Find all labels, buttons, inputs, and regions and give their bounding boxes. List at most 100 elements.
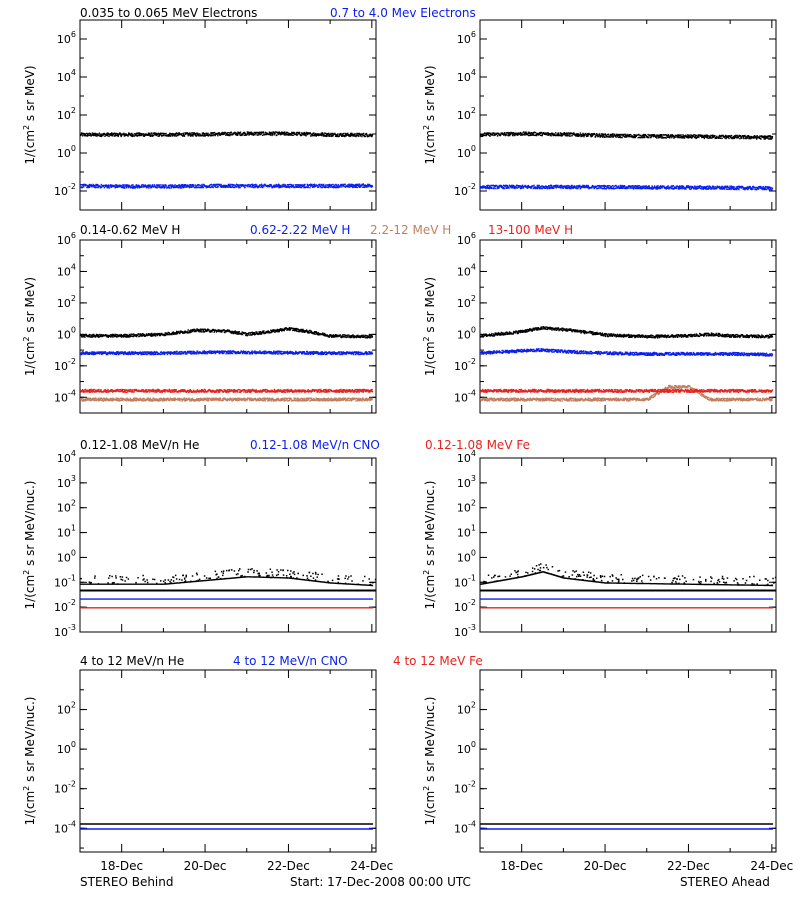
y-tick-label: 106 [457, 231, 476, 247]
y-tick-label: 101 [57, 524, 76, 540]
y-axis-title: 1/(cm2 s sr MeV) [422, 65, 437, 164]
series-blue [80, 828, 374, 830]
panel-protons-behind-frame [79, 239, 377, 414]
panel-heavy-high-behind-frame [79, 669, 377, 853]
row-4-label-2: 4 to 12 MeV/n CNO [233, 654, 348, 668]
y-tick-label: 101 [457, 524, 476, 540]
x-tick-label: 22-Dec [267, 859, 310, 873]
row-2-label-2: 0.62-2.22 MeV H [250, 223, 350, 237]
y-tick-label: 100 [457, 144, 476, 160]
x-tick-label: 22-Dec [667, 859, 710, 873]
series-black [480, 326, 774, 339]
panel-electrons-ahead: 106 104 102 100 10-2 1/(cm2 s sr MeV) [422, 19, 777, 211]
series-black-points [80, 823, 374, 825]
y-tick-label: 104 [57, 262, 76, 278]
series-blue [480, 184, 774, 191]
series-black-points [80, 576, 374, 587]
row-2-label-1: 0.14-0.62 MeV H [80, 223, 180, 237]
y-tick-label: 10-2 [54, 182, 76, 198]
series-black-points [480, 571, 774, 587]
y-tick-label: 100 [57, 740, 76, 756]
y-tick-label: 10-4 [454, 819, 476, 835]
y-axis-title: 1/(cm2 s sr MeV) [422, 277, 437, 376]
y-tick-label: 10-2 [454, 182, 476, 198]
series-tan [480, 384, 774, 402]
series-red [80, 388, 374, 393]
series-black [480, 563, 776, 587]
series-blue-points [80, 828, 374, 830]
y-axis-title: 1/(cm2 s sr MeV) [22, 65, 37, 164]
footer: STEREO Behind Start: 17-Dec-2008 00:00 U… [80, 875, 770, 889]
y-tick-label: 10-4 [54, 388, 76, 404]
y-tick-label: 100 [457, 548, 476, 564]
x-tick-label: 24-Dec [350, 859, 393, 873]
panel-heavy-low-ahead-frame [479, 457, 777, 633]
y-tick-label: 106 [457, 30, 476, 46]
x-tick-label: 18-Dec [100, 859, 143, 873]
series-red-points [480, 607, 774, 609]
y-tick-label: 10-1 [454, 573, 476, 589]
series-red [480, 607, 774, 609]
y-tick-label: 10-2 [54, 357, 76, 373]
y-tick-label: 102 [57, 106, 76, 122]
panel-heavy-high-behind: 102 100 10-2 10-4 18-Dec 20-Dec 22-Dec 24-Dec 1/… [22, 669, 393, 873]
row-4-label-1: 4 to 12 MeV/n He [80, 654, 184, 668]
series-blue [480, 828, 774, 830]
y-tick-label: 104 [57, 68, 76, 84]
y-tick-label: 10-3 [54, 623, 76, 639]
footer-left-label: STEREO Behind [80, 875, 174, 889]
series-blue [80, 598, 374, 600]
row-3-label-3: 0.12-1.08 MeV Fe [425, 438, 530, 452]
series-red-points [80, 388, 374, 393]
y-axis-title: 1/(cm2 s sr MeV/nuc.) [422, 697, 437, 826]
footer-start-label: Start: 17-Dec-2008 00:00 UTC [290, 875, 471, 889]
row-3-label-2: 0.12-1.08 MeV/n CNO [250, 438, 380, 452]
y-tick-label: 10-1 [54, 573, 76, 589]
series-red-points [80, 607, 374, 609]
y-tick-label: 100 [57, 144, 76, 160]
x-tick-label: 24-Dec [750, 859, 793, 873]
y-tick-label: 103 [457, 474, 476, 490]
series-tan-points [80, 397, 374, 402]
series-blue [80, 183, 374, 189]
series-red [80, 607, 374, 609]
series-blue [480, 598, 774, 600]
y-tick-label: 106 [57, 30, 76, 46]
y-tick-label: 102 [457, 499, 476, 515]
series-blue-points [480, 598, 774, 600]
y-tick-label: 106 [57, 231, 76, 247]
series-blue-points [480, 828, 774, 830]
x-tick-label: 18-Dec [500, 859, 543, 873]
y-tick-label: 103 [57, 474, 76, 490]
series-tan-points [480, 384, 774, 402]
y-tick-label: 10-2 [454, 780, 476, 796]
y-tick-label: 104 [457, 449, 476, 465]
panel-protons-behind: 106 104 102 100 10-2 10-4 1/(cm2 s sr MeV) [22, 231, 377, 414]
series-black [80, 568, 376, 587]
row-2-label-3: 2.2-12 MeV H [370, 223, 451, 237]
y-tick-label: 10-2 [54, 780, 76, 796]
footer-right-label: STEREO Ahead [680, 875, 770, 889]
series-red-points [480, 388, 774, 393]
row-1-label-1: 0.035 to 0.065 MeV Electrons [80, 6, 257, 20]
series-blue-points [480, 348, 774, 357]
y-tick-label: 100 [457, 740, 476, 756]
panel-heavy-low-ahead: 104 103 102 101 100 10-1 10-2 10-3 1/(cm2 s sr M… [422, 449, 777, 639]
y-tick-label: 100 [57, 548, 76, 564]
x-tick-label: 20-Dec [184, 859, 227, 873]
y-tick-label: 10-2 [54, 598, 76, 614]
series-black [80, 131, 374, 138]
y-tick-label: 10-2 [454, 357, 476, 373]
y-tick-label: 10-3 [454, 623, 476, 639]
y-tick-label: 10-2 [454, 598, 476, 614]
panel-electrons-behind: 106 104 102 100 10-2 1/(cm2 s sr MeV) [22, 19, 377, 211]
series-black [80, 327, 374, 339]
series-blue-points [80, 350, 374, 356]
series-tan [80, 397, 374, 402]
series-black [480, 823, 774, 825]
series-blue [80, 350, 374, 356]
y-axis-title: 1/(cm2 s sr MeV) [22, 277, 37, 376]
series-blue-points [80, 598, 374, 600]
row-2-label-4: 13-100 MeV H [488, 223, 573, 237]
